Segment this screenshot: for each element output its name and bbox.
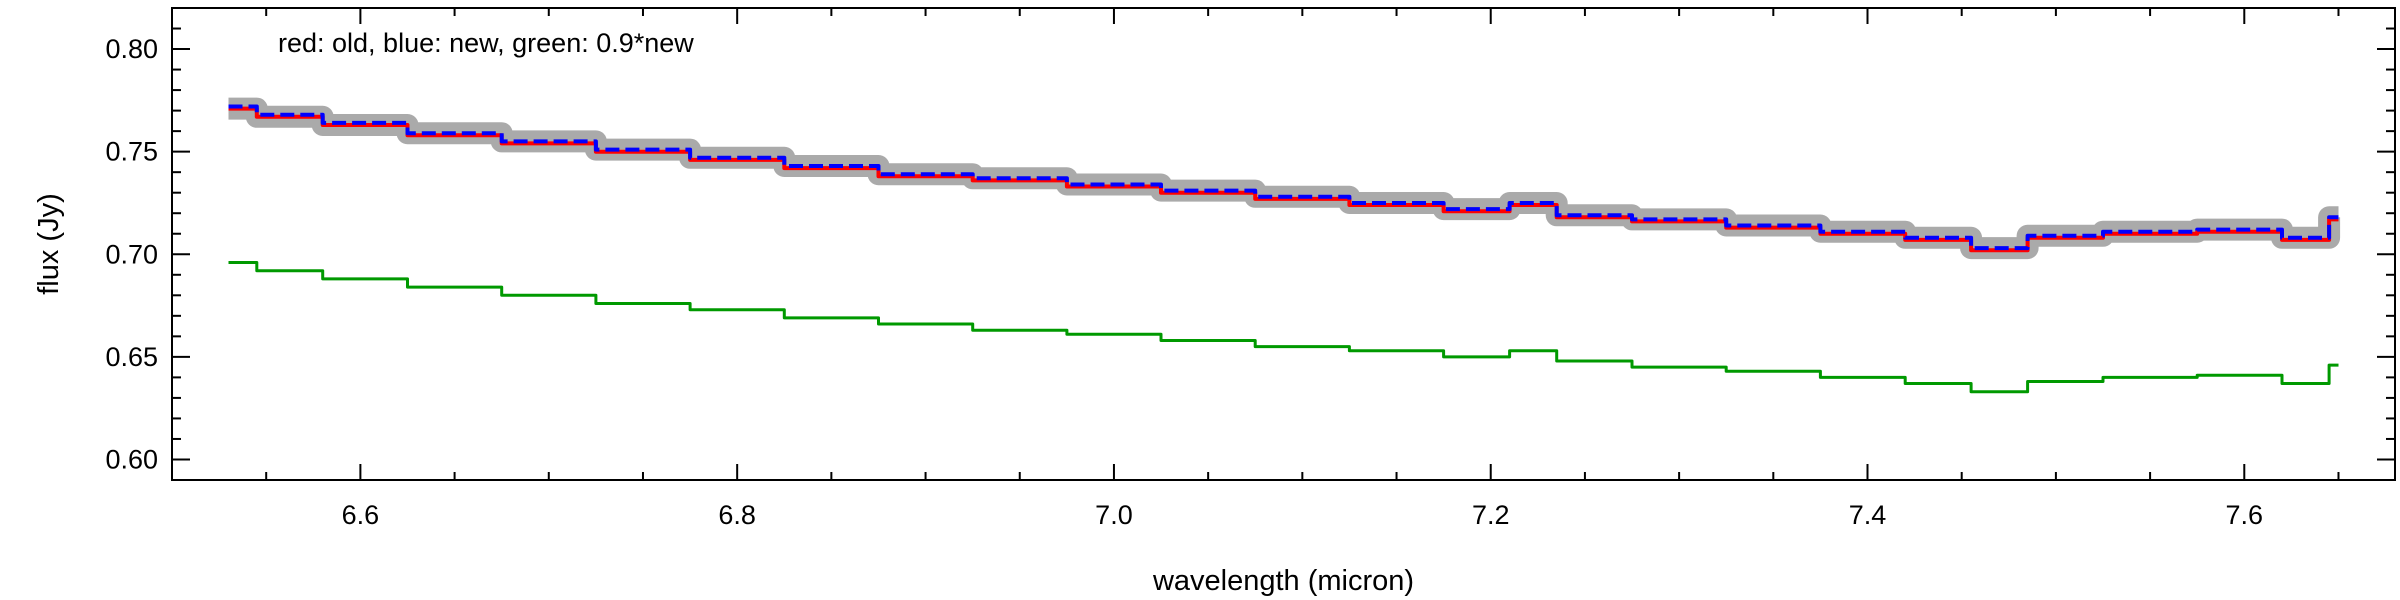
x-tick-label: 6.8 bbox=[718, 500, 756, 530]
x-tick-label: 7.4 bbox=[1849, 500, 1887, 530]
x-tick-label: 7.0 bbox=[1095, 500, 1133, 530]
x-axis-ticks: 6.6 6.8 7.0 7.2 7.4 7.6 bbox=[265, 8, 2340, 530]
legend-annotation: red: old, blue: new, green: 0.9*new bbox=[278, 28, 694, 58]
y-tick-label: 0.75 bbox=[105, 137, 158, 167]
series-layer bbox=[228, 97, 2341, 394]
x-tick-label: 7.2 bbox=[1472, 500, 1510, 530]
y-axis-label: flux (Jy) bbox=[33, 193, 65, 295]
x-axis-label: wavelength (micron) bbox=[1152, 565, 1414, 597]
series-line-3 bbox=[228, 261, 2339, 394]
series-line-2 bbox=[228, 104, 2339, 251]
y-tick-label: 0.80 bbox=[105, 34, 158, 64]
series-line-0 bbox=[228, 97, 2341, 260]
x-tick-label: 7.6 bbox=[2226, 500, 2264, 530]
x-tick-label: 6.6 bbox=[342, 500, 380, 530]
y-tick-label: 0.60 bbox=[105, 444, 158, 474]
y-tick-label: 0.70 bbox=[105, 239, 158, 269]
plot-frame bbox=[171, 7, 2396, 481]
y-tick-label: 0.65 bbox=[105, 342, 158, 372]
